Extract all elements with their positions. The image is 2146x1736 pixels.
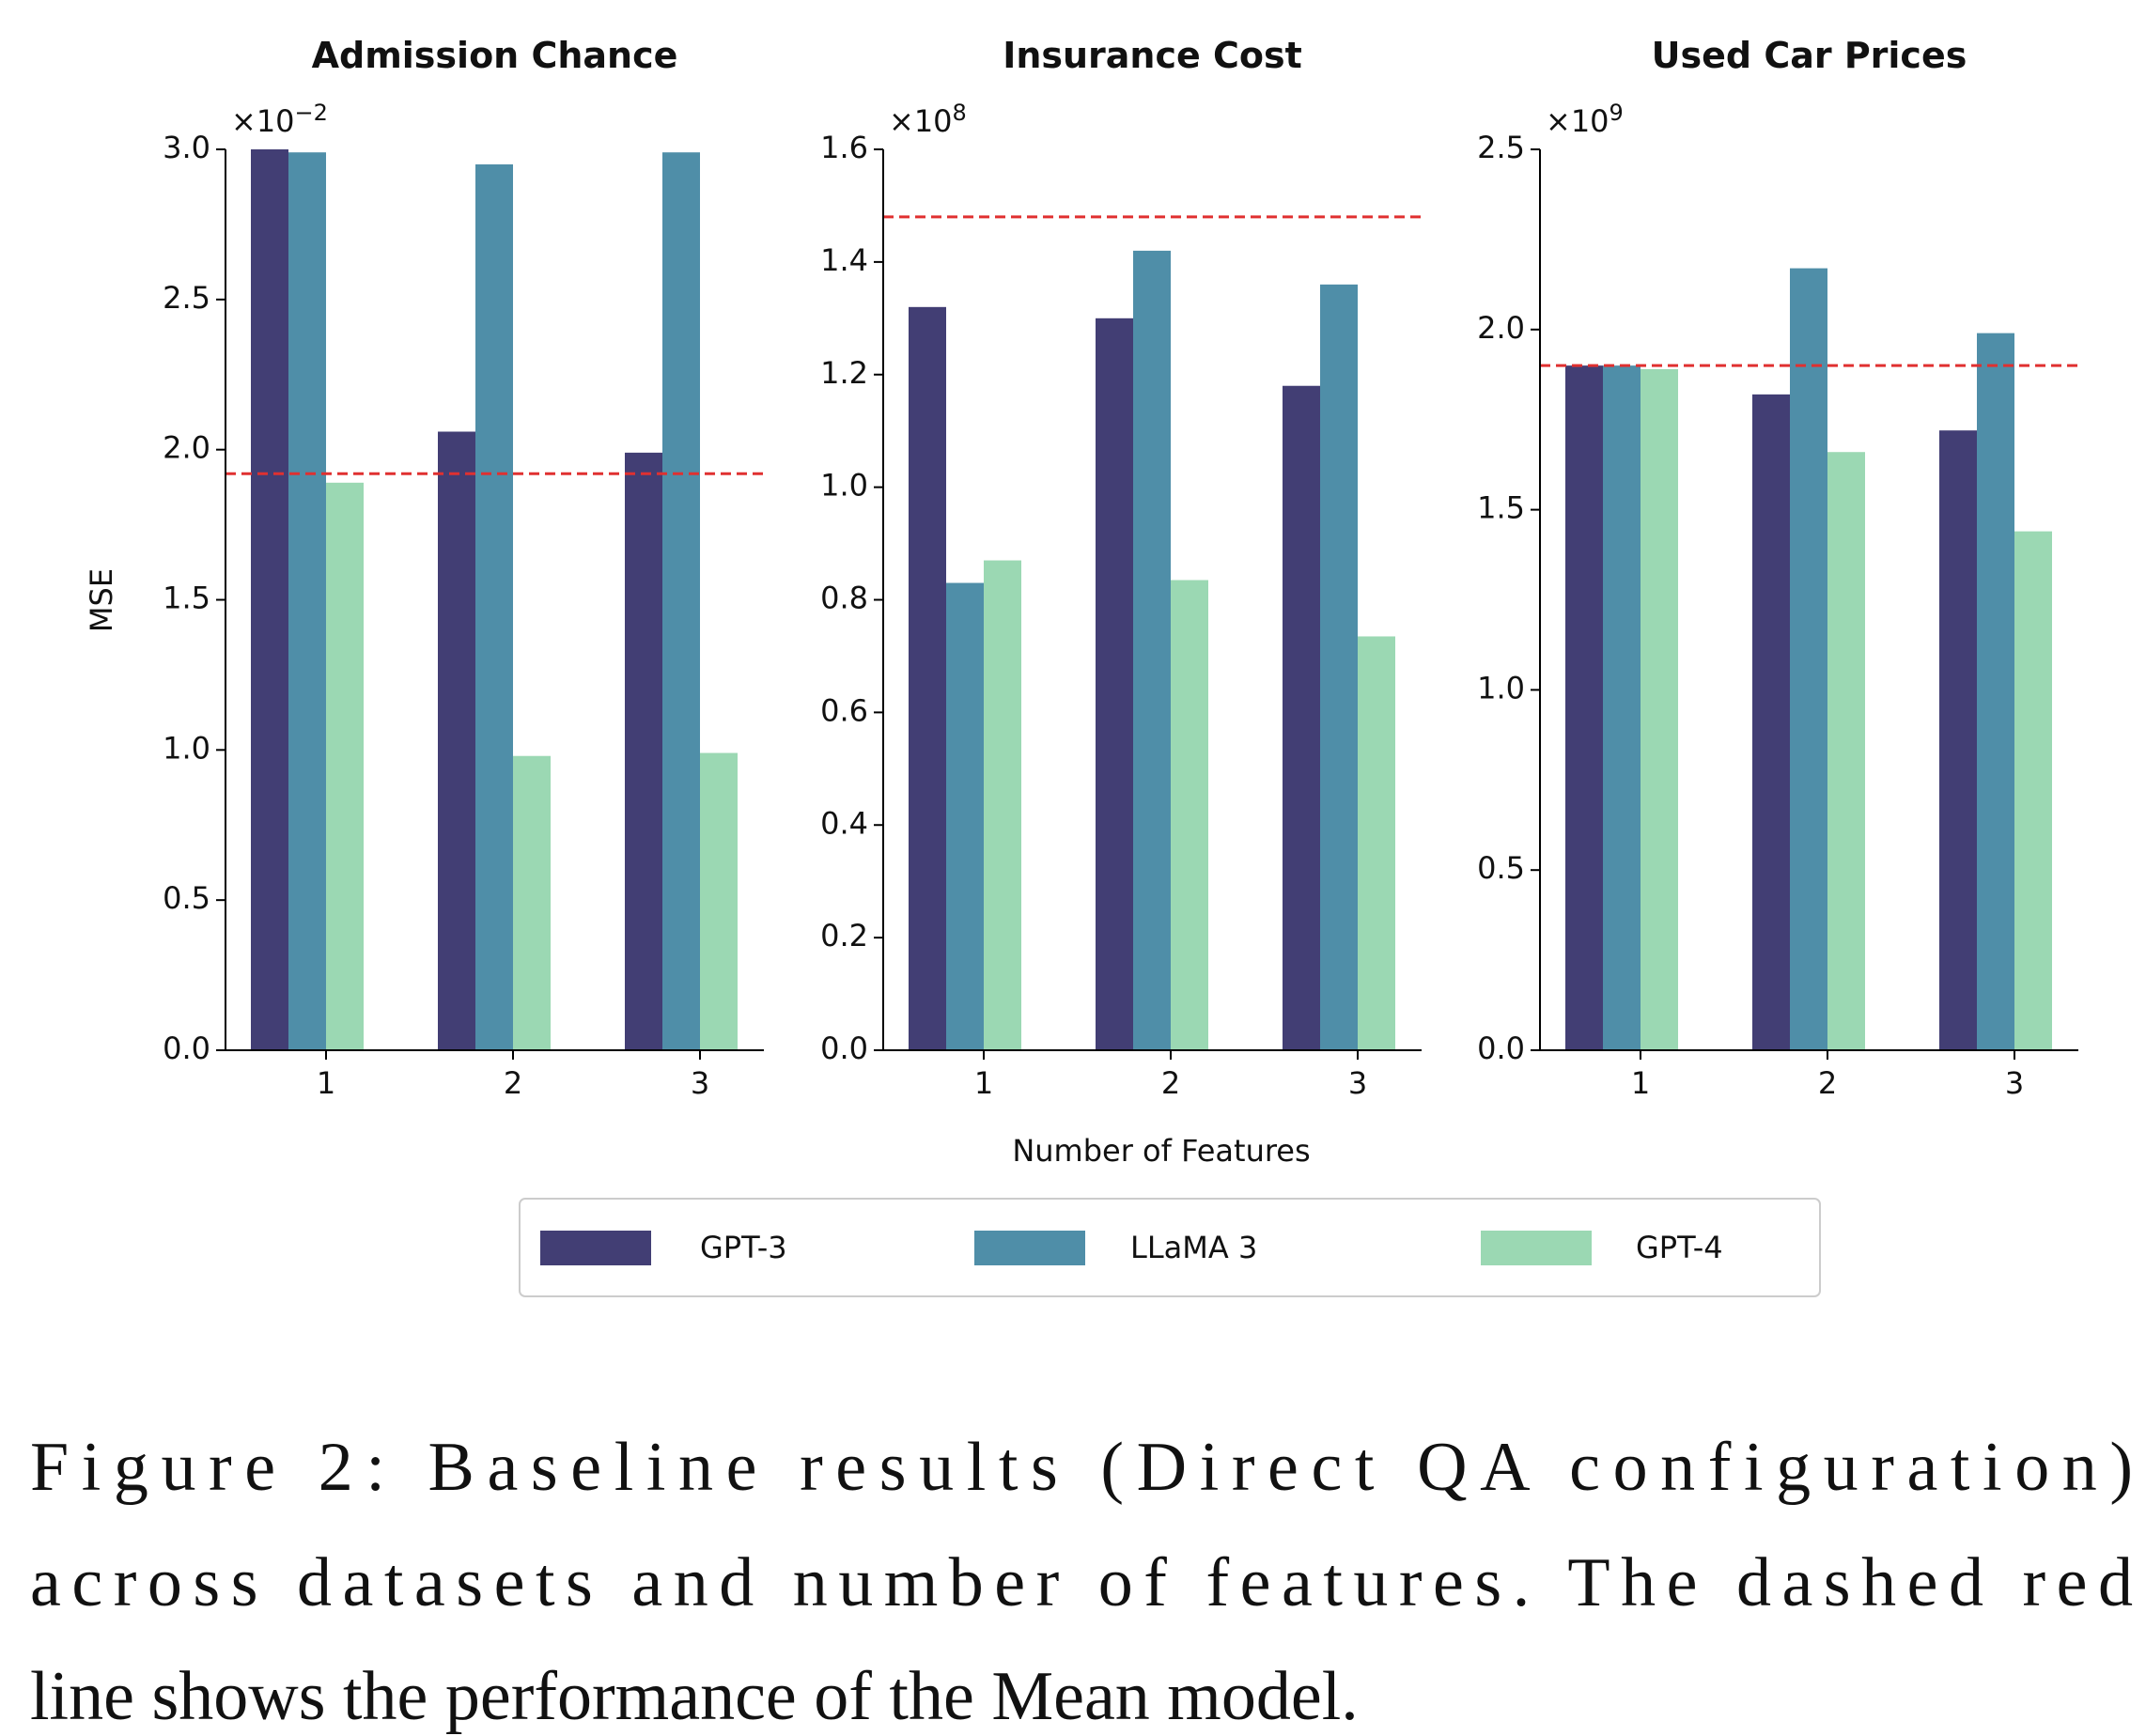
bar [909, 306, 946, 1050]
bar [946, 582, 984, 1050]
bar [2014, 531, 2052, 1050]
bar [625, 452, 662, 1050]
y-tick-label: 2.0 [163, 430, 210, 466]
chart-title: Insurance Cost [1003, 35, 1302, 76]
legend-swatch [1481, 1231, 1592, 1265]
bar [288, 152, 326, 1051]
y-tick-label: 0.4 [820, 805, 868, 841]
caption-line: Figure 2: Baseline results (Direct QA co… [30, 1429, 2133, 1506]
y-tick-label: 0.5 [1477, 850, 1525, 886]
x-tick-label: 2 [1818, 1065, 1837, 1101]
legend-label: GPT-4 [1636, 1230, 1723, 1265]
y-tick-label: 2.0 [1477, 310, 1525, 346]
bar [251, 149, 288, 1050]
bar [1977, 333, 2014, 1050]
y-tick-label: 3.0 [163, 130, 210, 165]
bar [984, 560, 1021, 1050]
x-tick-label: 3 [1348, 1065, 1367, 1101]
x-tick-label: 2 [1161, 1065, 1180, 1101]
legend-label: LLaMA 3 [1130, 1230, 1257, 1265]
bar [1752, 394, 1790, 1050]
bar [1827, 452, 1865, 1050]
bar [1283, 385, 1320, 1050]
bar [662, 152, 700, 1051]
bar [513, 755, 551, 1050]
bar [438, 431, 475, 1050]
y-tick-label: 1.4 [820, 242, 868, 278]
y-tick-label: 0.6 [820, 692, 868, 728]
y-tick-label: 1.0 [820, 468, 868, 504]
offset-exponent: −2 [295, 100, 328, 126]
caption-line: across datasets and number of features. … [30, 1544, 2133, 1621]
axis-offset: ×10−2 [231, 100, 328, 139]
x-axis-label: Number of Features [1012, 1133, 1310, 1169]
y-tick-label: 1.2 [820, 355, 868, 391]
y-tick-label: 0.0 [820, 1031, 868, 1066]
axis-offset: ×108 [889, 100, 967, 139]
bar [1171, 580, 1208, 1050]
offset-base: ×10 [1546, 103, 1610, 139]
y-tick-label: 1.0 [163, 730, 210, 766]
y-tick-label: 0.0 [1477, 1031, 1525, 1066]
bar [326, 482, 364, 1050]
y-tick-label: 1.5 [163, 581, 210, 616]
legend-label: GPT-3 [700, 1230, 787, 1265]
chart-title: Used Car Prices [1652, 35, 1967, 76]
y-tick-label: 1.6 [820, 130, 868, 165]
caption-line: line shows the performance of the Mean m… [30, 1658, 1359, 1735]
bar [1358, 636, 1395, 1050]
y-tick-label: 0.5 [163, 880, 210, 916]
bar [475, 163, 513, 1050]
x-tick-label: 3 [691, 1065, 709, 1101]
bar [1641, 368, 1678, 1051]
y-tick-label: 1.0 [1477, 670, 1525, 705]
bar [1603, 365, 1641, 1050]
offset-exponent: 9 [1610, 100, 1624, 126]
y-tick-label: 2.5 [1477, 130, 1525, 165]
x-tick-label: 1 [1631, 1065, 1650, 1101]
y-tick-label: 0.2 [820, 918, 868, 953]
bar [1565, 365, 1603, 1050]
axis-offset: ×109 [1546, 100, 1624, 139]
offset-exponent: 8 [953, 100, 967, 126]
x-tick-label: 1 [317, 1065, 335, 1101]
legend-swatch [974, 1231, 1085, 1265]
bar [700, 752, 738, 1050]
legend-swatch [540, 1231, 651, 1265]
x-tick-label: 1 [974, 1065, 993, 1101]
y-axis-label: MSE [84, 568, 119, 632]
bar [1096, 318, 1133, 1050]
y-tick-label: 0.8 [820, 581, 868, 616]
y-tick-label: 1.5 [1477, 490, 1525, 526]
offset-base: ×10 [231, 103, 295, 139]
legend-box [519, 1198, 1821, 1297]
y-tick-label: 2.5 [163, 280, 210, 316]
bar [1790, 268, 1827, 1050]
x-tick-label: 3 [2005, 1065, 2024, 1101]
y-tick-label: 0.0 [163, 1031, 210, 1066]
offset-base: ×10 [889, 103, 953, 139]
bar [1133, 250, 1171, 1050]
bar [1320, 284, 1358, 1051]
bar [1939, 430, 1977, 1050]
chart-title: Admission Chance [312, 35, 678, 76]
x-tick-label: 2 [504, 1065, 522, 1101]
